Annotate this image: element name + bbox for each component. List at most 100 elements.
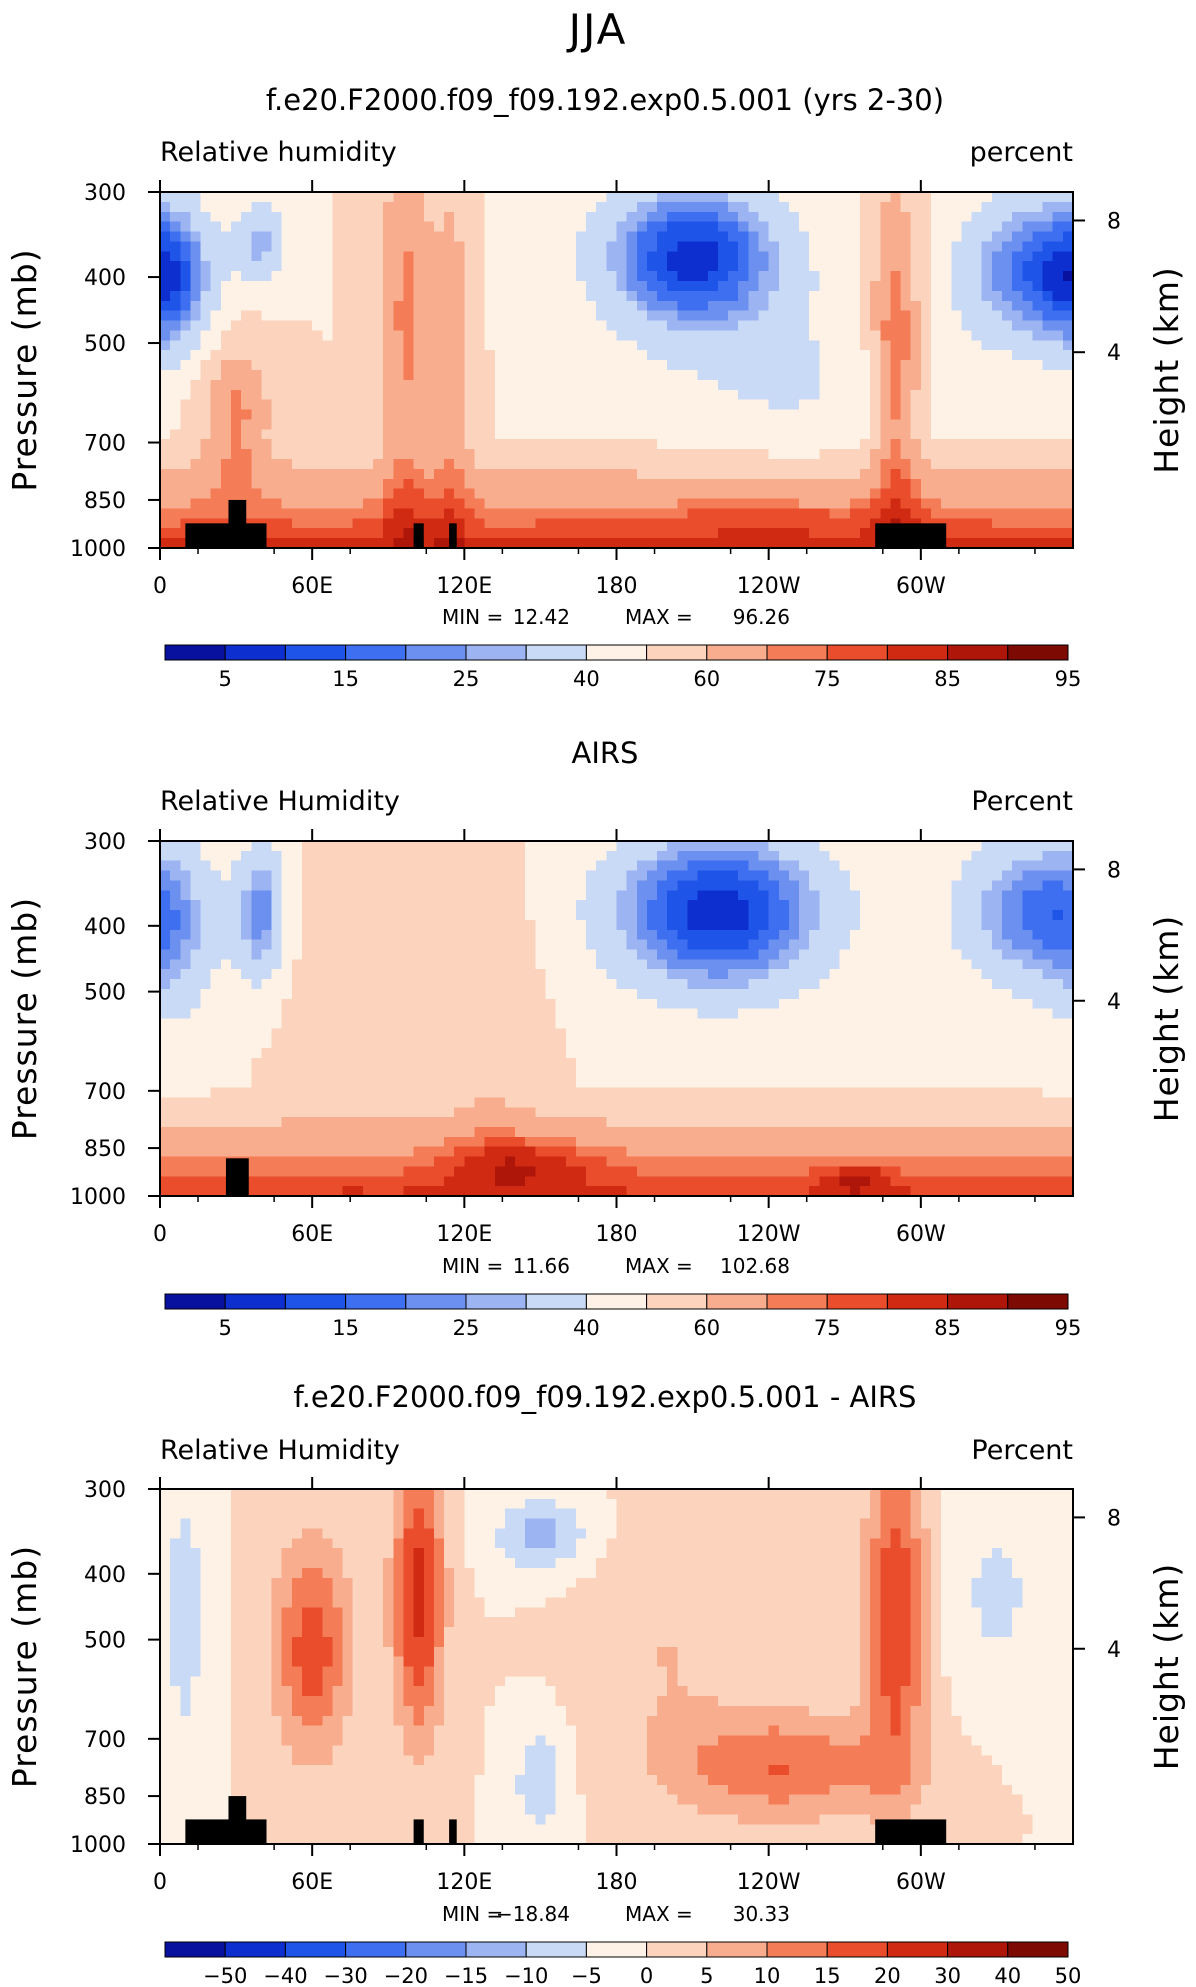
heatmap-cell [738, 360, 749, 371]
heatmap-cell [373, 478, 384, 490]
heatmap-cell [728, 979, 739, 990]
heatmap-cell [799, 201, 810, 213]
heatmap-cell [799, 890, 810, 901]
heatmap-cell [231, 900, 242, 911]
heatmap-cell [799, 340, 810, 351]
heatmap-cell [454, 409, 465, 421]
heatmap-cell [941, 409, 952, 421]
heatmap-cell [839, 281, 851, 292]
heatmap-cell [1012, 890, 1023, 901]
heatmap-cell [302, 850, 313, 862]
heatmap-cell [738, 969, 749, 980]
heatmap-cell [606, 459, 618, 470]
heatmap-cell [383, 900, 394, 911]
heatmap-cell [241, 439, 252, 450]
heatmap-cell [768, 870, 780, 882]
heatmap-cell [433, 350, 445, 361]
heatmap-cell [717, 900, 729, 911]
heatmap-cell [930, 271, 942, 282]
heatmap-cell [515, 211, 526, 223]
heatmap-cell [281, 419, 293, 430]
heatmap-cell [322, 959, 334, 970]
heatmap-cell [190, 419, 202, 430]
heatmap-cell [819, 310, 831, 322]
heatmap-cell [991, 998, 1003, 1010]
heatmap-cell [981, 389, 993, 401]
heatmap-cell [1042, 468, 1054, 480]
heatmap-cell [636, 449, 648, 460]
heatmap-cell [423, 870, 435, 882]
heatmap-cell [971, 379, 983, 391]
heatmap-cell [961, 211, 973, 223]
heatmap-cell [616, 251, 628, 262]
heatmap-cell [494, 850, 506, 862]
heatmap-cell [809, 379, 820, 391]
heatmap-cell [575, 221, 587, 233]
heatmap-cell [433, 192, 445, 203]
heatmap-cell [697, 890, 709, 901]
heatmap-cell [504, 439, 516, 450]
heatmap-cell [545, 350, 557, 361]
heatmap-cell [646, 900, 658, 911]
heatmap-cell [433, 988, 445, 1000]
heatmap-cell [849, 320, 861, 332]
heatmap-cell [1022, 459, 1034, 470]
heatmap-cell [362, 979, 374, 990]
heatmap-cell [383, 241, 394, 252]
heatmap-cell [778, 478, 790, 490]
heatmap-cell [423, 350, 435, 361]
heatmap-cell [758, 528, 770, 539]
heatmap-cell [586, 959, 597, 970]
heatmap-cell [768, 221, 780, 233]
heatmap-cell [545, 979, 557, 990]
heatmap-cell [312, 478, 323, 490]
heatmap-cell [484, 320, 496, 332]
heatmap-cell [322, 261, 334, 272]
heatmap-cell [849, 201, 861, 213]
heatmap-cell [880, 449, 891, 460]
heatmap-cell [322, 241, 334, 252]
heatmap-cell [261, 449, 273, 460]
heatmap-cell [809, 959, 820, 970]
heatmap-cell [626, 360, 638, 371]
heatmap-cell [251, 379, 263, 391]
heatmap-cell [322, 890, 334, 901]
heatmap-cell [657, 449, 668, 460]
heatmap-cell [160, 261, 171, 272]
heatmap-cell [484, 900, 496, 911]
heatmap-cell [930, 449, 942, 460]
heatmap-cell [728, 959, 739, 970]
heatmap-cell [433, 870, 445, 882]
heatmap-cell [170, 939, 181, 951]
heatmap-cell [900, 399, 912, 411]
heatmap-cell [748, 241, 760, 252]
heatmap-cell [281, 221, 293, 233]
heatmap-cell [170, 841, 181, 852]
heatmap-cell [778, 929, 790, 941]
heatmap-cell [667, 449, 678, 460]
heatmap-cell [170, 538, 181, 549]
heatmap-cell [1022, 241, 1034, 252]
heatmap-cell [586, 998, 597, 1010]
heatmap-cell [1042, 320, 1054, 332]
heatmap-cell [373, 419, 384, 430]
heatmap-cell [738, 528, 749, 539]
heatmap-cell [555, 399, 567, 411]
heatmap-cell [423, 449, 435, 460]
heatmap-cell [930, 850, 942, 862]
heatmap-cell [504, 379, 516, 391]
heatmap-cell [383, 290, 394, 302]
heatmap-cell [839, 870, 851, 882]
heatmap-cell [788, 478, 800, 490]
heatmap-cell [646, 890, 658, 901]
heatmap-cell [849, 919, 861, 931]
heatmap-cell [1012, 201, 1023, 213]
heatmap-cell [271, 528, 283, 539]
heatmap-cell [707, 988, 719, 1000]
heatmap-cell [210, 221, 222, 233]
heatmap-cell [799, 498, 810, 510]
heatmap-cell [210, 389, 222, 401]
heatmap-cell [525, 389, 536, 401]
heatmap-cell [657, 429, 668, 440]
heatmap-cell [981, 310, 993, 322]
